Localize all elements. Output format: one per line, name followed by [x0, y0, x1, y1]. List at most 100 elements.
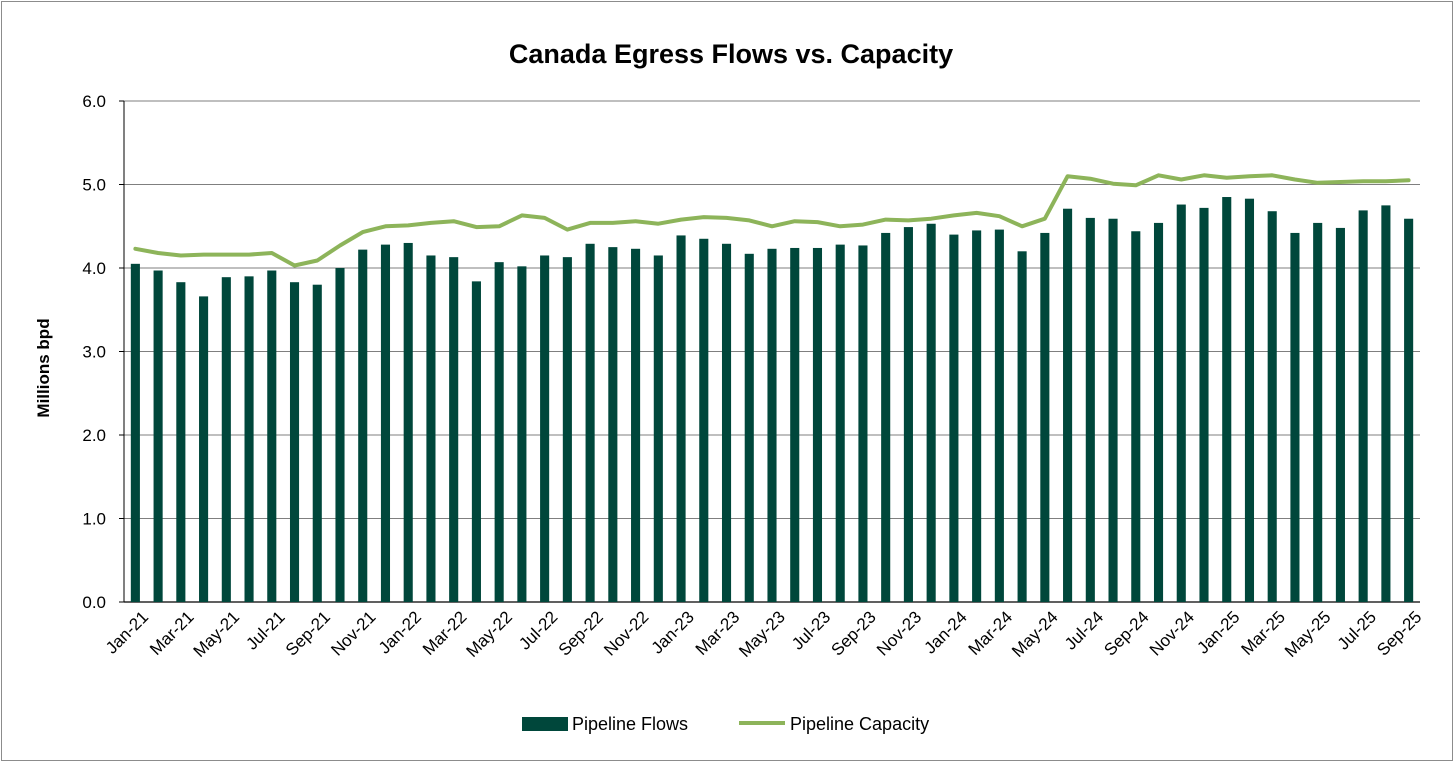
bar-pipeline-flows [1108, 218, 1118, 603]
x-tick-label: Mar-22 [419, 607, 471, 659]
line-series-pipeline-capacity [133, 173, 1411, 268]
bar-pipeline-flows [221, 277, 231, 602]
y-axis-title: Millions bpd [34, 318, 53, 417]
legend-label-pipeline-capacity: Pipeline Capacity [790, 714, 929, 734]
bar-pipeline-flows [1222, 197, 1232, 602]
bar-pipeline-flows [403, 242, 413, 602]
x-tick-label: Mar-23 [692, 607, 744, 659]
bar-pipeline-flows [812, 247, 823, 602]
bar-pipeline-flows [1404, 218, 1414, 603]
bar-pipeline-flows [1244, 198, 1255, 602]
x-tick-label: Sep-22 [555, 607, 607, 659]
x-tick-label: Nov-24 [1146, 607, 1198, 659]
x-tick-label: Nov-21 [327, 607, 379, 659]
bar-pipeline-flows [631, 248, 641, 603]
legend: Pipeline Flows Pipeline Capacity [522, 714, 929, 734]
bar-pipeline-flows [835, 244, 845, 602]
x-tick-label: May-24 [1008, 607, 1062, 661]
y-tick-label: 5.0 [82, 176, 106, 195]
bar-pipeline-flows [721, 243, 732, 602]
x-tick-label: Jan-21 [102, 607, 152, 657]
bar-pipeline-flows [335, 268, 345, 602]
bar-pipeline-flows [176, 282, 186, 602]
y-tick-label: 3.0 [82, 343, 106, 362]
bar-pipeline-flows [585, 243, 595, 602]
bar-pipeline-flows [153, 270, 163, 602]
bar-pipeline-flows [881, 232, 891, 602]
bar-pipeline-flows [1290, 232, 1300, 602]
x-tick-label: Mar-21 [146, 607, 198, 659]
bar-pipeline-flows [471, 281, 481, 602]
x-tick-label: Nov-23 [873, 607, 925, 659]
bar-pipeline-flows [903, 227, 913, 602]
x-tick-label: May-23 [735, 607, 789, 661]
bar-pipeline-flows [926, 223, 936, 602]
x-tick-label: Mar-25 [1238, 607, 1290, 659]
bar-pipeline-flows [449, 257, 459, 602]
bar-pipeline-flows [790, 247, 800, 602]
x-tick-label: May-21 [190, 607, 244, 661]
bar-pipeline-flows [699, 238, 709, 602]
x-tick-label: Sep-25 [1373, 607, 1425, 659]
bar-pipeline-flows [426, 255, 436, 602]
x-tick-label: Mar-24 [965, 607, 1017, 659]
x-tick-label: Jan-22 [375, 607, 425, 657]
bar-pipeline-flows [494, 262, 504, 602]
x-tick-label: Sep-24 [1100, 607, 1152, 659]
x-tick-label: Jan-25 [1193, 607, 1243, 657]
x-tick-label: Nov-22 [600, 607, 652, 659]
bar-pipeline-flows [1153, 222, 1164, 602]
bar-pipeline-flows [130, 263, 140, 602]
x-tick-label: Sep-21 [282, 607, 334, 659]
bar-pipeline-flows [653, 255, 663, 602]
legend-swatch-pipeline-flows [522, 717, 568, 731]
y-tick-label: 4.0 [82, 259, 106, 278]
x-tick-label: Sep-23 [828, 607, 880, 659]
bar-pipeline-flows [676, 235, 686, 602]
bar-pipeline-flows [312, 284, 322, 602]
bar-series-pipeline-flows [130, 197, 1414, 603]
bar-pipeline-flows [267, 270, 277, 602]
bar-pipeline-flows [199, 296, 209, 602]
bar-pipeline-flows [1063, 208, 1073, 602]
bar-pipeline-flows [1335, 227, 1345, 603]
line-pipeline-capacity [133, 173, 1411, 268]
chart-title: Canada Egress Flows vs. Capacity [509, 39, 953, 69]
x-tick-label: May-22 [462, 607, 516, 661]
bar-pipeline-flows [949, 234, 959, 602]
y-tick-label: 6.0 [82, 92, 106, 111]
legend-label-pipeline-flows: Pipeline Flows [572, 714, 688, 734]
bar-pipeline-flows [858, 245, 868, 602]
bar-pipeline-flows [1131, 231, 1141, 602]
bar-pipeline-flows [1267, 211, 1277, 602]
bar-pipeline-flows [517, 266, 527, 602]
bar-pipeline-flows [1358, 210, 1368, 602]
bar-pipeline-flows [244, 276, 254, 602]
bar-pipeline-flows [1017, 251, 1027, 603]
y-tick-label: 2.0 [82, 426, 106, 445]
bar-pipeline-flows [972, 230, 982, 603]
bar-pipeline-flows [380, 244, 391, 602]
bar-pipeline-flows [994, 229, 1004, 602]
bar-pipeline-flows [1176, 204, 1186, 603]
bar-pipeline-flows [1085, 217, 1095, 602]
bar-pipeline-flows [1199, 207, 1209, 602]
y-axis-ticks: 0.0 1.0 2.0 3.0 4.0 5.0 6.0 [82, 92, 106, 612]
y-tick-label: 1.0 [82, 510, 106, 529]
bar-pipeline-flows [540, 255, 550, 602]
bar-pipeline-flows [358, 249, 368, 602]
bar-pipeline-flows [1040, 232, 1050, 602]
y-tick-label: 0.0 [82, 593, 106, 612]
bar-pipeline-flows [1313, 222, 1323, 602]
x-tick-label: Jan-24 [921, 607, 971, 657]
bar-pipeline-flows [744, 253, 754, 602]
bar-pipeline-flows [608, 247, 618, 602]
x-tick-label: May-25 [1281, 607, 1335, 661]
bar-pipeline-flows [767, 248, 777, 603]
bar-pipeline-flows [289, 282, 300, 602]
bar-pipeline-flows [1381, 205, 1391, 602]
x-tick-label: Jan-23 [648, 607, 698, 657]
bar-pipeline-flows [562, 257, 572, 602]
